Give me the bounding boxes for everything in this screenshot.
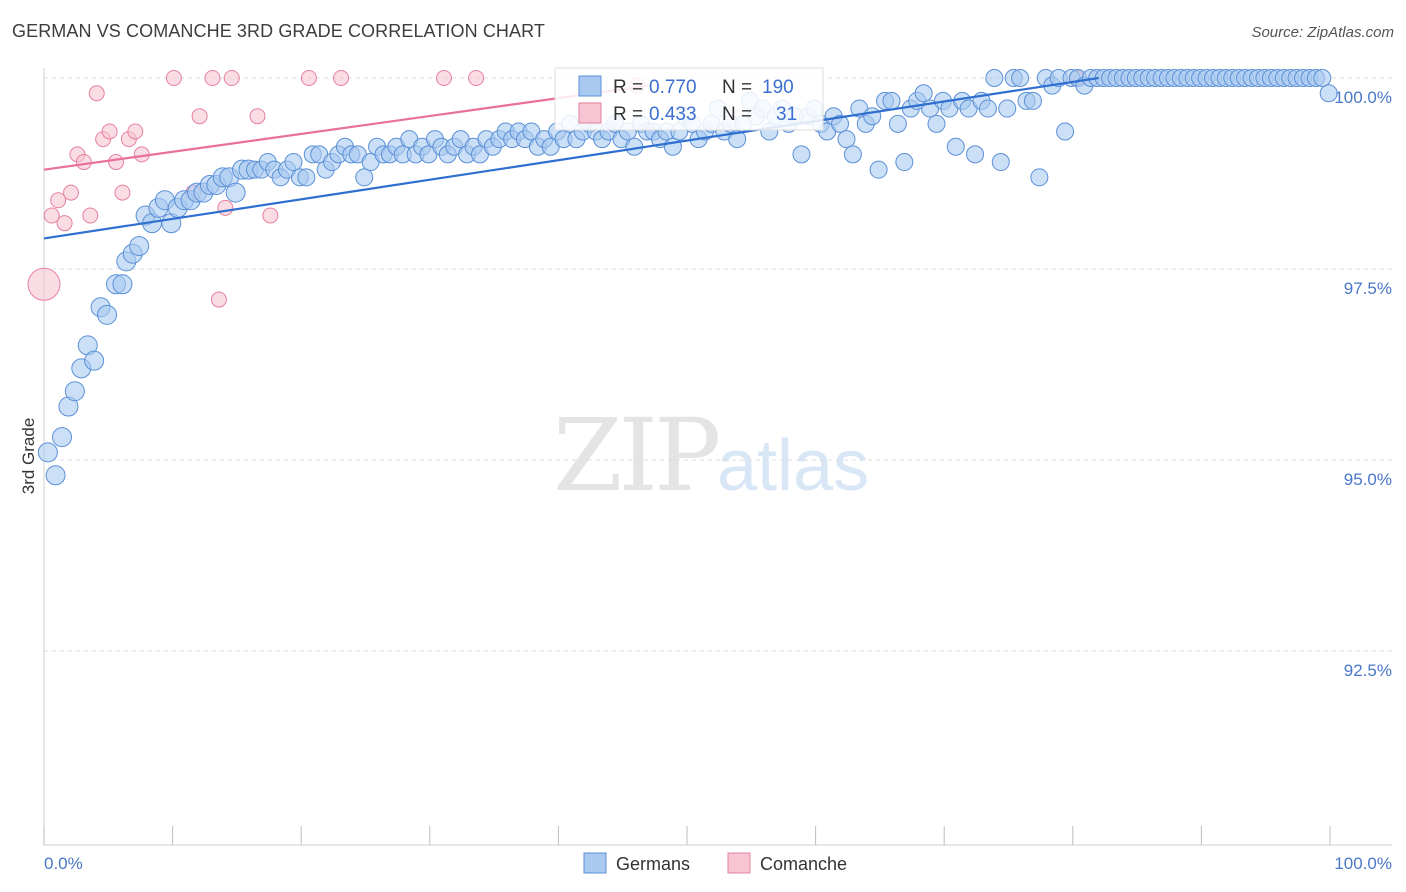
legend-n-value-comanche: 31 [776, 104, 797, 125]
germans-point [297, 168, 316, 187]
comanche-trend-line [43, 84, 649, 171]
x-tick-label-0: 0.0% [44, 854, 83, 873]
series-comanche [27, 70, 1085, 308]
comanche-point [435, 70, 452, 86]
comanche-point [468, 70, 485, 86]
source-credit: Source: ZipAtlas.com [1251, 24, 1394, 41]
germans-point [1030, 168, 1049, 187]
germans-point [966, 145, 985, 164]
germans-point [1319, 84, 1338, 103]
comanche-point [27, 267, 61, 301]
germans-point [843, 145, 862, 164]
comanche-point [249, 108, 266, 125]
comanche-point [210, 291, 227, 308]
germans-point [869, 160, 888, 179]
comanche-point [43, 207, 60, 224]
germans-point [895, 153, 914, 172]
comanche-point [127, 123, 144, 140]
chart-title: GERMAN VS COMANCHE 3RD GRADE CORRELATION… [12, 21, 545, 41]
germans-point [792, 145, 811, 164]
germans-point [728, 130, 747, 149]
germans-point [129, 236, 150, 257]
legend-r-label-comanche: R = [613, 104, 643, 125]
stats-legend: R = 0.770 N = 190 R = 0.433 N = 31 [554, 67, 824, 131]
comanche-point [223, 70, 240, 86]
comanche-point [262, 207, 279, 224]
germans-point [45, 465, 66, 486]
watermark-atlas: atlas [717, 426, 869, 506]
germans-point [927, 114, 946, 133]
comanche-point [191, 108, 208, 125]
germans-trend-line [43, 76, 1099, 240]
germans-point [946, 137, 965, 156]
x-axis-ticks [43, 826, 1331, 845]
comanche-point [300, 70, 317, 86]
legend-n-value-germans: 190 [762, 77, 794, 98]
comanche-point [165, 70, 182, 86]
germans-point [863, 107, 882, 126]
germans-point [112, 274, 133, 295]
germans-point [64, 381, 85, 402]
germans-point [37, 442, 58, 463]
comanche-point [204, 70, 221, 86]
germans-point [991, 153, 1010, 172]
bottom-legend-swatch-germans [583, 852, 607, 874]
y-tick-label-95: 95.0% [1344, 470, 1392, 489]
bottom-legend-label-germans: Germans [616, 854, 690, 874]
legend-r-value-germans: 0.770 [649, 77, 697, 98]
germans-point [225, 182, 246, 203]
germans-point [1313, 69, 1332, 87]
legend-swatch-comanche [578, 102, 602, 124]
germans-point [985, 69, 1004, 87]
trend-lines [43, 76, 1099, 240]
germans-point [284, 153, 303, 172]
y-tick-label-92-5: 92.5% [1344, 661, 1392, 680]
series-legend: Germans Comanche [583, 852, 847, 874]
comanche-point [114, 184, 131, 201]
germans-point [888, 114, 907, 133]
comanche-point [82, 207, 99, 224]
bottom-legend-label-comanche: Comanche [760, 854, 847, 874]
germans-point [914, 84, 933, 103]
germans-point [998, 99, 1017, 118]
legend-r-value-comanche: 0.433 [649, 104, 697, 125]
germans-point [84, 350, 105, 371]
grid [44, 77, 1392, 652]
x-tick-label-100: 100.0% [1334, 854, 1392, 873]
germans-point [837, 130, 856, 149]
comanche-point [50, 192, 67, 209]
legend-swatch-germans [578, 75, 602, 97]
bottom-legend-swatch-comanche [727, 852, 751, 874]
watermark: ZIP atlas [553, 397, 869, 514]
germans-point [831, 114, 850, 133]
y-tick-label-97-5: 97.5% [1344, 279, 1392, 298]
germans-point [52, 427, 73, 448]
comanche-point [108, 154, 125, 171]
watermark-zip: ZIP [553, 397, 718, 514]
germans-point [97, 304, 118, 325]
comanche-point [88, 85, 105, 102]
germans-point [1023, 91, 1042, 110]
legend-n-label-germans: N = [722, 77, 752, 98]
legend-n-label-comanche: N = [722, 104, 752, 125]
comanche-point [217, 199, 234, 216]
germans-point [355, 168, 374, 187]
y-axis-label: 3rd Grade [19, 418, 38, 495]
germans-point [1011, 69, 1030, 87]
comanche-point [333, 70, 350, 86]
legend-r-label-germans: R = [613, 77, 643, 98]
germans-point [1056, 122, 1075, 141]
y-tick-label-100: 100.0% [1334, 88, 1392, 107]
comanche-point [75, 154, 92, 171]
germans-point [978, 99, 997, 118]
comanche-point [101, 123, 118, 140]
comanche-point [56, 215, 73, 232]
germans-point [882, 91, 901, 110]
comanche-point [63, 184, 80, 201]
